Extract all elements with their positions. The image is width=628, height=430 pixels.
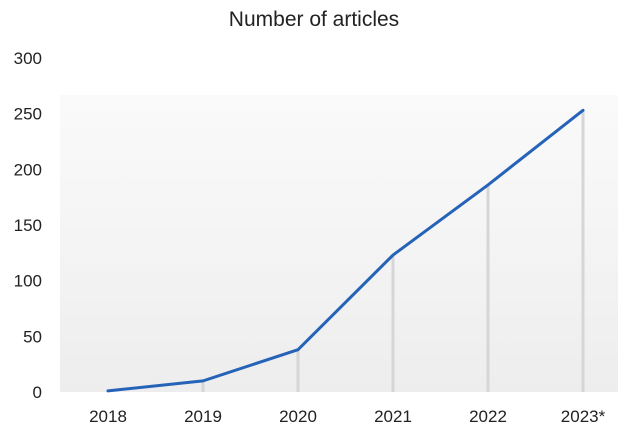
y-tick-label: 150 — [14, 216, 42, 235]
x-tick-label: 2018 — [89, 407, 127, 425]
y-axis-ticks: 0 50 100 150 200 250 300 — [14, 49, 42, 402]
chart-title: Number of articles — [0, 8, 628, 32]
x-tick-label: 2021 — [374, 407, 412, 425]
x-tick-label: 2019 — [184, 407, 222, 425]
plot-area-background — [60, 95, 618, 392]
x-tick-label: 2022 — [469, 407, 507, 425]
y-tick-label: 250 — [14, 105, 42, 124]
y-tick-label: 100 — [14, 272, 42, 291]
y-tick-label: 200 — [14, 160, 42, 179]
x-axis-ticks: 2018 2019 2020 2021 2022 2023* — [89, 407, 606, 425]
y-tick-label: 50 — [23, 327, 42, 346]
y-tick-label: 300 — [14, 49, 42, 68]
y-tick-label: 0 — [33, 383, 42, 402]
x-tick-label: 2023* — [561, 407, 606, 425]
x-tick-label: 2020 — [279, 407, 317, 425]
